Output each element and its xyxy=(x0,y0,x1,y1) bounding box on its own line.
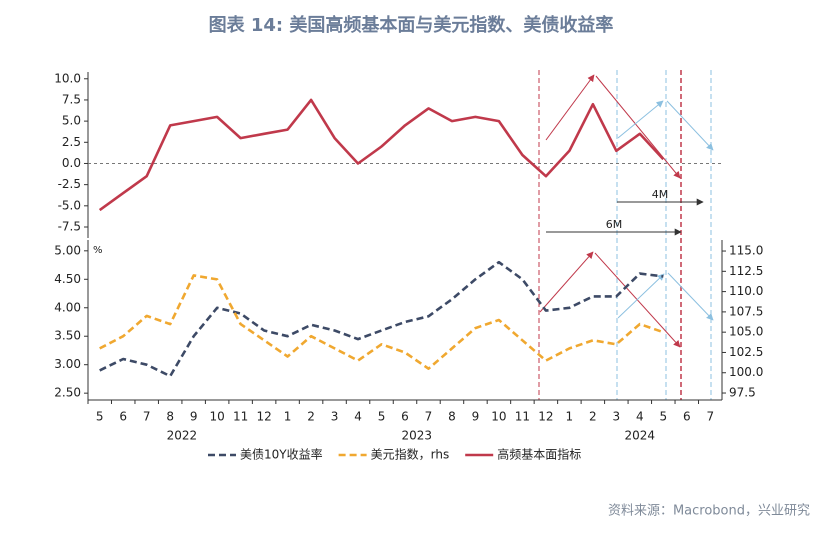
y2-tick-label: 102.5 xyxy=(729,345,763,359)
year-label: 2024 xyxy=(625,429,656,443)
x-tick-label: 10 xyxy=(210,410,225,424)
x-tick-label: 4 xyxy=(636,410,644,424)
y-tick-label: 0.0 xyxy=(62,156,81,170)
annotation: 4M xyxy=(652,188,669,201)
y-tick-label: 5.0 xyxy=(62,114,81,128)
x-tick-label: 6 xyxy=(401,410,409,424)
y-tick-label: 2.5 xyxy=(62,135,81,149)
x-tick-label: 5 xyxy=(659,410,667,424)
x-tick-label: 2 xyxy=(307,410,315,424)
x-tick-label: 6 xyxy=(119,410,127,424)
x-tick-label: 5 xyxy=(96,410,104,424)
y2-tick-label: 112.5 xyxy=(729,264,763,278)
y2-tick-label: 97.5 xyxy=(729,386,756,400)
x-tick-label: 8 xyxy=(448,410,456,424)
y-tick-label: 2.50 xyxy=(54,386,81,400)
y-tick-label: 4.50 xyxy=(54,272,81,286)
y2-tick-label: 105.0 xyxy=(729,325,763,339)
source: 资料来源：Macrobond，兴业研究 xyxy=(608,504,810,519)
y2-tick-label: 100.0 xyxy=(729,365,763,379)
x-tick-label: 12 xyxy=(256,410,271,424)
year-label: 2022 xyxy=(167,429,198,443)
legend-label: 高频基本面指标 xyxy=(497,447,581,462)
y-tick-label: 3.50 xyxy=(54,329,81,343)
x-tick-label: 1 xyxy=(566,410,574,424)
x-tick-label: 11 xyxy=(515,410,530,424)
x-tick-label: 4 xyxy=(354,410,362,424)
x-tick-label: 12 xyxy=(538,410,553,424)
x-tick-label: 7 xyxy=(143,410,151,424)
x-tick-label: 10 xyxy=(491,410,506,424)
year-label: 2023 xyxy=(401,429,432,443)
x-tick-label: 7 xyxy=(425,410,433,424)
x-tick-label: 3 xyxy=(331,410,339,424)
x-tick-label: 3 xyxy=(613,410,621,424)
y-tick-label: 7.5 xyxy=(62,92,81,106)
x-tick-label: 1 xyxy=(284,410,292,424)
x-tick-label: 5 xyxy=(378,410,386,424)
y-tick-label: 5.00 xyxy=(54,243,81,257)
series-line xyxy=(98,98,665,212)
annotation: 6M xyxy=(606,218,623,231)
y2-tick-label: 110.0 xyxy=(729,284,763,298)
y-tick-label: 10.0 xyxy=(54,71,81,85)
y-tick-label: -5.0 xyxy=(58,198,81,212)
y2-tick-label: 115.0 xyxy=(729,244,763,258)
y-tick-label: -2.5 xyxy=(58,177,81,191)
y-unit: % xyxy=(93,245,103,256)
y-tick-label: -7.5 xyxy=(58,219,81,233)
y-tick-label: 3.00 xyxy=(54,357,81,371)
y-tick-label: 4.00 xyxy=(54,300,81,314)
series-line xyxy=(99,274,664,370)
x-tick-label: 6 xyxy=(683,410,691,424)
x-tick-label: 9 xyxy=(190,410,198,424)
x-tick-label: 9 xyxy=(472,410,480,424)
chart-title: 图表 14: 美国高频基本面与美元指数、美债收益率 xyxy=(209,14,614,36)
series-line xyxy=(99,260,664,378)
legend-label: 美元指数，rhs xyxy=(371,447,450,462)
x-tick-label: 2 xyxy=(589,410,597,424)
x-tick-label: 8 xyxy=(166,410,174,424)
x-tick-label: 11 xyxy=(233,410,248,424)
x-tick-label: 7 xyxy=(706,410,714,424)
y2-tick-label: 107.5 xyxy=(729,304,763,318)
legend-label: 美债10Y收益率 xyxy=(240,447,323,462)
guides xyxy=(538,70,714,400)
